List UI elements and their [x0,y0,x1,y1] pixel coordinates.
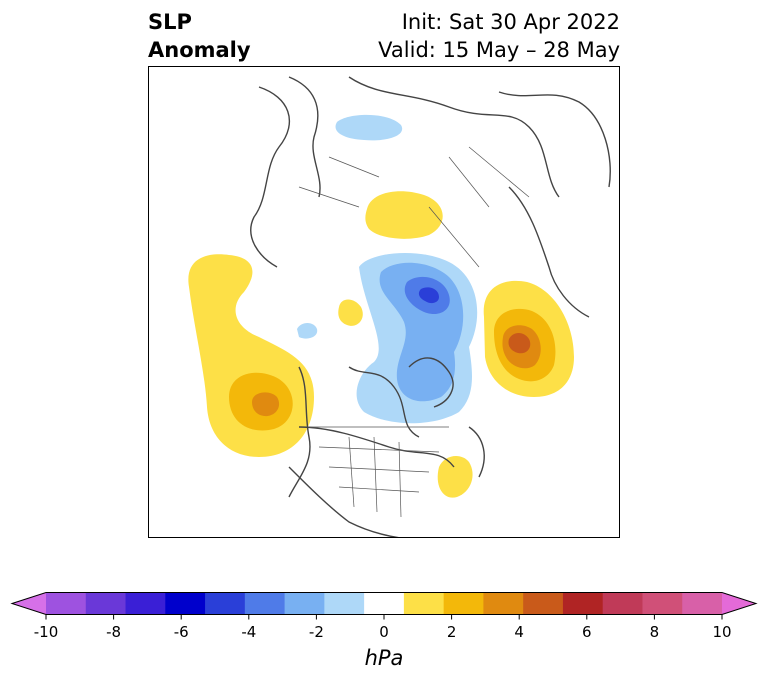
colorbar-segments [12,592,756,615]
title-variable: SLP [148,10,192,34]
colorbar-tick-label: -4 [241,623,257,641]
title-subtitle: Anomaly [148,38,251,62]
north-pacific-small-positive-anomaly [338,299,363,326]
colorbar-segment [125,592,166,615]
colorbar-segment [483,592,524,615]
colorbar-tick-label: -2 [308,623,324,641]
colorbar-segment [205,592,246,615]
colorbar-segment [642,592,683,615]
colorbar [10,592,758,620]
anomaly-map [188,76,611,537]
anomaly-fills [188,114,574,498]
eurasia-positive-anomaly [365,191,443,239]
colorbar-tick-label: 4 [514,623,524,641]
colorbar-tick-label: 6 [582,623,592,641]
colorbar-segment [46,592,87,615]
colorbar-segment [324,592,365,615]
colorbar-segment [85,592,127,615]
arctic-core-negative-anomaly [418,287,439,304]
pacific-strong-anomaly [252,392,280,417]
colorbar-segment [165,592,206,615]
map-title: SLP Anomaly [148,8,251,64]
colorbar-segment [562,592,604,615]
colorbar-segment [244,592,286,615]
colorbar-unit-label: hPa [364,646,404,670]
colorbar-segment [284,592,325,615]
colorbar-extend-min [12,592,46,615]
subtropical-positive-anomaly [437,455,473,498]
colorbar-tick-label: 10 [712,623,732,641]
colorbar-tick-label: 2 [446,623,457,641]
map-panel [148,66,620,538]
colorbar-tick-label: 8 [649,623,660,641]
colorbar-tick-label: -10 [33,623,59,641]
siberia-negative-anomaly [335,114,403,141]
init-date-label: Init: Sat 30 Apr 2022 [401,10,620,34]
coastlines [250,76,611,537]
colorbar-segment [364,592,405,615]
colorbar-tick-label: 0 [379,623,389,641]
colorbar-segment [682,592,723,615]
colorbar-segment [443,592,484,615]
colorbar-ticks [45,614,723,620]
colorbar-tick-label: -8 [106,623,122,641]
colorbar-segment [523,592,564,615]
colorbar-segment [403,592,445,615]
atlantic-core-positive-anomaly [508,333,531,354]
atlantic-negative-anomaly [297,323,318,339]
valid-period-label: Valid: 15 May – 28 May [378,38,620,62]
colorbar-tick-label: -6 [173,623,189,641]
country-borders [298,146,530,518]
forecast-dates: Init: Sat 30 Apr 2022 Valid: 15 May – 28… [378,8,620,64]
colorbar-extend-max [722,592,756,615]
colorbar-segment [602,592,643,615]
